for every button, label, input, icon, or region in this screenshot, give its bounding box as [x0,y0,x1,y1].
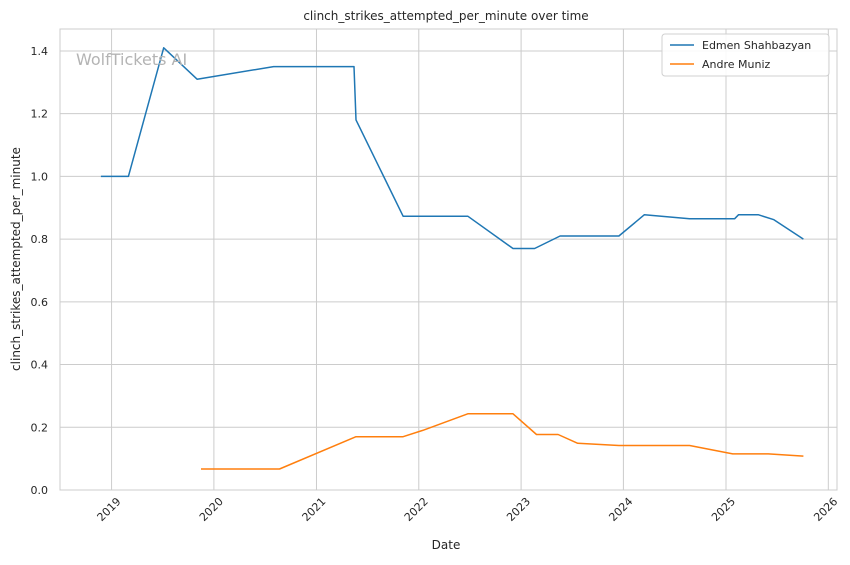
plot-area: WolfTickets AI [59,28,838,491]
legend: Edmen Shahbazyan Andre Muniz [661,33,830,77]
chart-title: clinch_strikes_attempted_per_minute over… [303,9,588,23]
series-line-edmen-shahbazyan [100,47,804,250]
y-tick-label: 0.8 [31,233,49,246]
watermark-text: WolfTickets AI [76,50,187,69]
series-layer [100,47,804,470]
y-axis-label: clinch_strikes_attempted_per_minute [9,147,23,371]
legend-box [661,33,830,77]
y-tick-label: 0.0 [31,484,49,497]
legend-label-edmen-shahbazyan: Edmen Shahbazyan [702,39,811,52]
legend-label-andre-muniz: Andre Muniz [702,58,771,71]
y-tick-label: 0.6 [31,296,49,309]
y-tick-label: 1.0 [31,170,49,183]
y-axis-ticks: 0.0 0.2 0.4 0.6 0.8 1.0 1.2 1.4 [31,45,49,497]
plot-frame [59,28,838,491]
y-tick-label: 0.4 [31,359,49,372]
x-axis-label: Date [432,538,461,552]
grid-lines [60,29,837,491]
y-tick-label: 1.4 [31,45,49,58]
series-line-andre-muniz [201,413,804,470]
y-tick-label: 0.2 [31,421,49,434]
y-tick-label: 1.2 [31,108,49,121]
